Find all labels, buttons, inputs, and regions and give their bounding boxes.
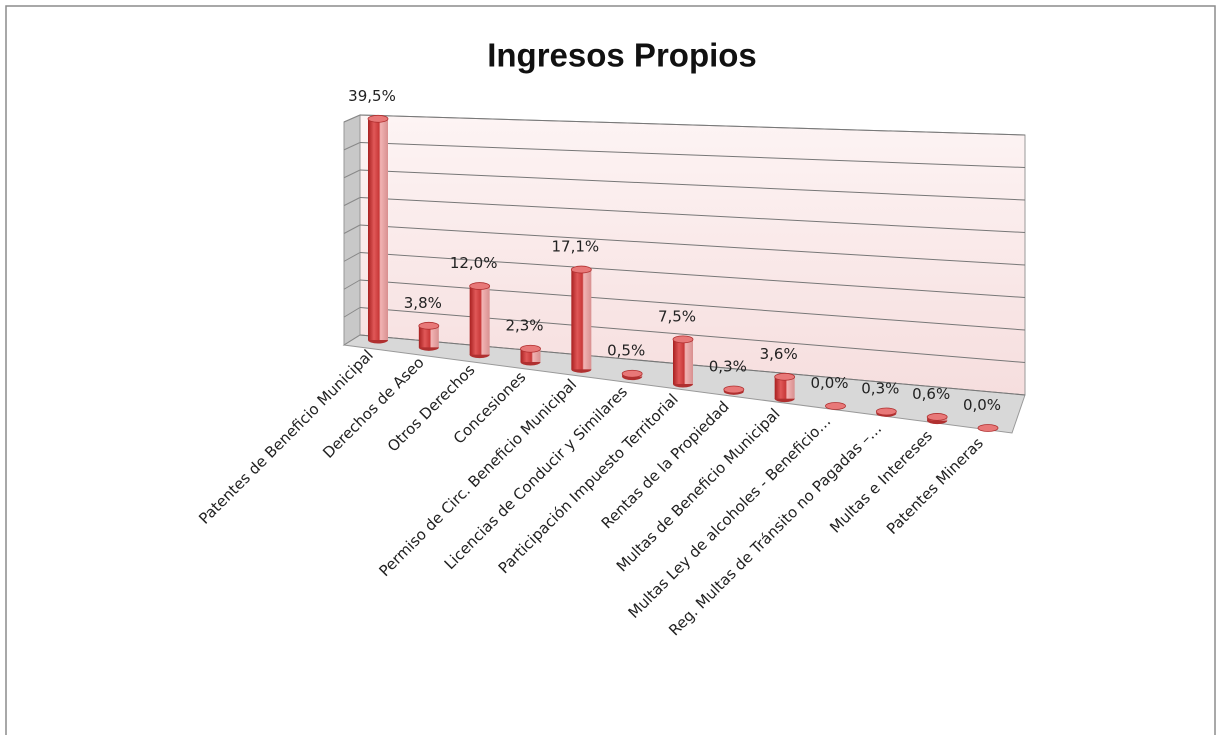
bar-top xyxy=(926,413,948,421)
bar-top xyxy=(418,321,440,330)
side-grid-line xyxy=(343,142,361,151)
value-label: 0,0% xyxy=(810,374,848,392)
grid-line xyxy=(359,252,1026,298)
side-wall xyxy=(343,114,361,346)
grid-line xyxy=(359,142,1026,168)
bar-top xyxy=(825,402,846,410)
bar-top xyxy=(672,335,694,344)
side-grid-line xyxy=(343,307,361,318)
value-label: 12,0% xyxy=(450,254,498,272)
chart-title: Ingresos Propios xyxy=(487,37,757,74)
bar-top xyxy=(570,265,592,274)
bar xyxy=(673,339,693,384)
side-grid-line xyxy=(343,114,361,123)
grid-line xyxy=(359,169,1026,201)
bar xyxy=(774,376,795,399)
grid-line xyxy=(359,197,1026,233)
value-label: 0,5% xyxy=(607,342,645,360)
value-label: 39,5% xyxy=(348,87,396,105)
bar xyxy=(469,286,490,355)
value-label: 7,5% xyxy=(658,307,696,325)
grid-line xyxy=(359,114,1026,136)
value-label: 17,1% xyxy=(552,238,600,256)
grid-line xyxy=(359,224,1026,266)
bar-top xyxy=(520,344,541,353)
value-label: 0,6% xyxy=(912,385,950,403)
value-label: 0,0% xyxy=(963,396,1001,414)
side-grid-line xyxy=(343,279,361,290)
side-grid-line xyxy=(343,197,361,207)
side-grid-line xyxy=(343,169,361,179)
value-label: 0,3% xyxy=(861,379,899,397)
value-label: 3,8% xyxy=(404,294,442,312)
value-label: 3,6% xyxy=(760,345,798,363)
bar xyxy=(368,118,388,340)
side-grid-line xyxy=(343,224,361,234)
side-grid-line xyxy=(343,252,361,262)
value-label: 2,3% xyxy=(505,317,543,335)
bar-top xyxy=(367,114,389,123)
value-label: 0,3% xyxy=(709,358,747,376)
bar-top xyxy=(621,369,643,378)
bar-top xyxy=(469,282,491,290)
bar-top xyxy=(875,407,897,416)
bar-top xyxy=(774,372,796,381)
bar xyxy=(571,269,592,370)
bar-top xyxy=(977,424,999,432)
bar-top xyxy=(723,385,745,394)
bar xyxy=(418,325,439,348)
side-grid-line xyxy=(343,334,361,346)
